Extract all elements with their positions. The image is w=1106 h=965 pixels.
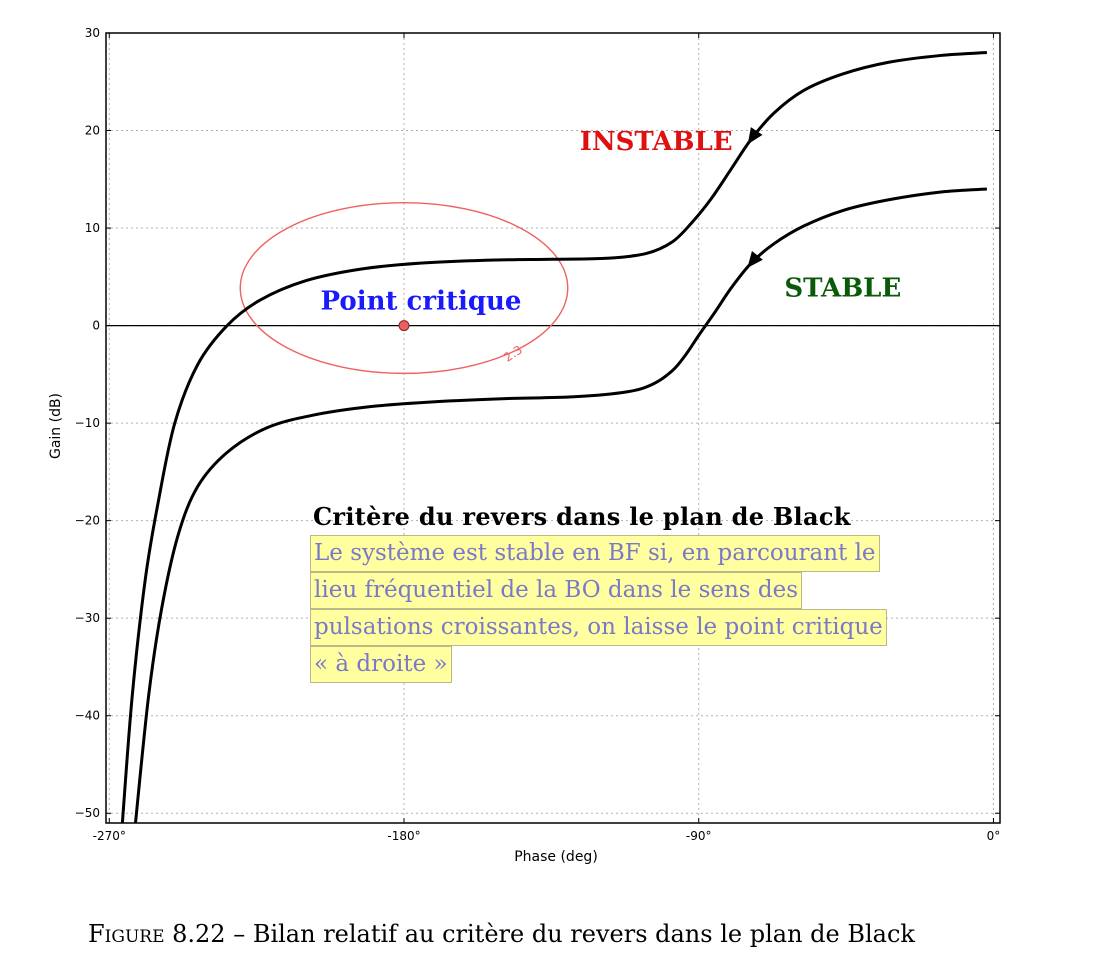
arrowhead-instable bbox=[747, 127, 763, 145]
curve-instable bbox=[120, 51, 987, 824]
note-line-4: « à droite » bbox=[310, 646, 452, 683]
caption-text: – Bilan relatif au critère du revers dan… bbox=[225, 920, 915, 948]
x-axis-label: Phase (deg) bbox=[514, 849, 598, 865]
critical-point-marker bbox=[398, 320, 410, 332]
curves bbox=[120, 51, 987, 824]
y-tick-label: 20 bbox=[85, 124, 100, 138]
m-circle-ellipse bbox=[239, 202, 569, 375]
y-tick-label: −20 bbox=[75, 514, 100, 528]
caption-prefix: Figure 8.22 bbox=[88, 920, 226, 948]
critical-point-group: Point critique bbox=[321, 287, 522, 332]
curve-stable bbox=[133, 187, 987, 824]
annotation-labels: INSTABLE STABLE bbox=[580, 127, 902, 303]
plot-frame bbox=[105, 32, 1001, 824]
y-tick-label: −30 bbox=[75, 611, 100, 625]
x-tick-label: -180° bbox=[387, 829, 420, 843]
figure-caption: Figure 8.22 – Bilan relatif au critère d… bbox=[88, 920, 915, 948]
note-line-1: Le système est stable en BF si, en parco… bbox=[310, 535, 880, 572]
m-circle-label: 2.3 bbox=[501, 343, 525, 365]
x-tick-label: -270° bbox=[93, 829, 126, 843]
annotation-stable: STABLE bbox=[784, 273, 901, 303]
arrowhead-stable bbox=[747, 250, 763, 268]
axis-ticks: -270° -180° -90° 0° −50 −40 −30 −20 −10 0 10 20 30 bbox=[75, 26, 1001, 843]
y-tick-label: 10 bbox=[85, 221, 100, 235]
critical-point-label: Point critique bbox=[321, 287, 522, 317]
note-title: Critère du revers dans le plan de Black bbox=[313, 502, 851, 531]
criterion-note: Critère du revers dans le plan de Black … bbox=[310, 502, 950, 683]
x-tick-label: 0° bbox=[987, 829, 1001, 843]
y-tick-label: 30 bbox=[85, 26, 100, 40]
annotation-instable: INSTABLE bbox=[580, 127, 733, 157]
y-tick-label: 0 bbox=[92, 319, 100, 333]
black-plot: 2.3 Point critique -270° -180° -90° 0° −50 −4… bbox=[48, 26, 1001, 865]
y-tick-label: −50 bbox=[75, 806, 100, 820]
y-tick-label: −40 bbox=[75, 709, 100, 723]
note-line-2: lieu fréquentiel de la BO dans le sens d… bbox=[310, 572, 803, 609]
x-tick-label: -90° bbox=[686, 829, 712, 843]
y-tick-label: −10 bbox=[75, 416, 100, 430]
grid-lines bbox=[106, 32, 1000, 823]
y-axis-label: Gain (dB) bbox=[48, 393, 64, 459]
note-line-3: pulsations croissantes, on laisse le poi… bbox=[310, 609, 887, 646]
note-lines: Le système est stable en BF si, en parco… bbox=[310, 535, 950, 683]
